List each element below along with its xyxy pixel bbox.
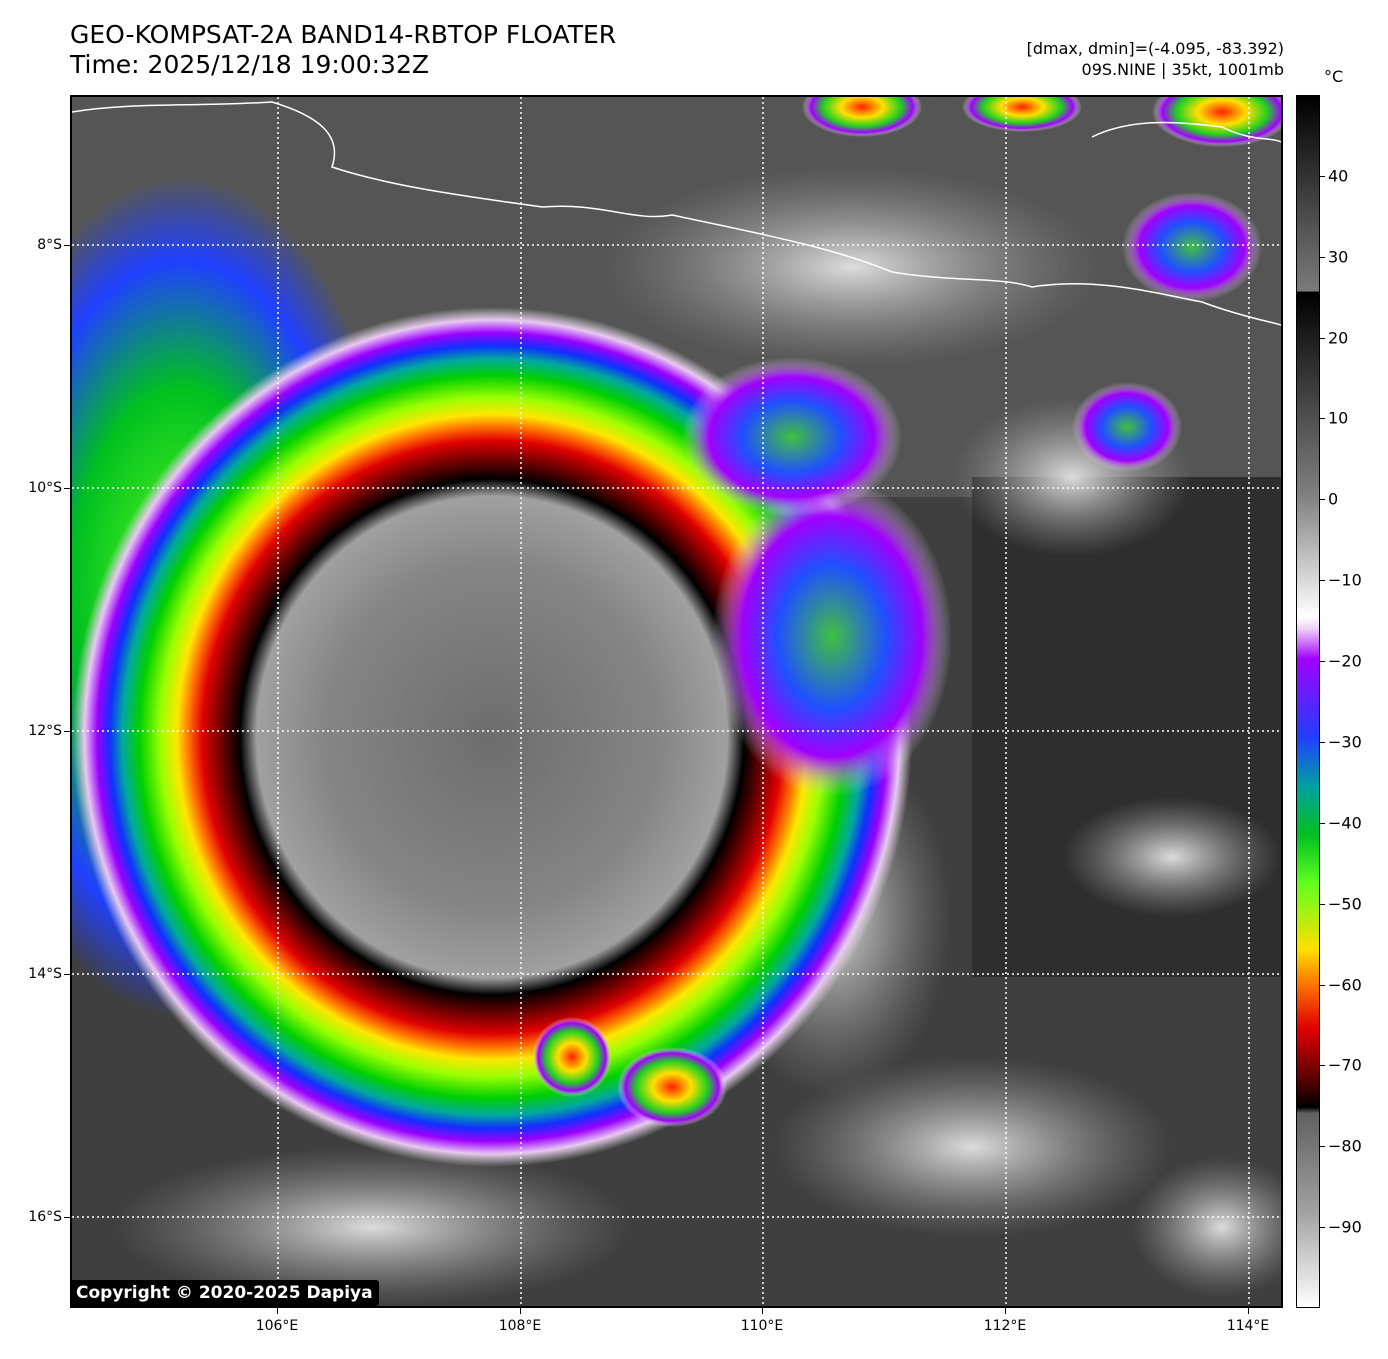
lon-tick: [1005, 1308, 1006, 1314]
colorbar-label: 40: [1328, 166, 1349, 186]
colorbar-label: 20: [1328, 328, 1349, 348]
colorbar-label: −10: [1328, 570, 1362, 590]
colorbar-label: −50: [1328, 894, 1362, 914]
colorbar-label: −30: [1328, 732, 1362, 752]
satellite-image: [70, 95, 1283, 1308]
colorbar-label: −40: [1328, 813, 1362, 833]
colorbar-tick: [1320, 1146, 1325, 1148]
lat-tick: [64, 488, 70, 489]
lat-label-8s: 8°S: [37, 237, 62, 253]
copyright-badge: Copyright © 2020-2025 Dapiya: [70, 1280, 379, 1306]
lon-label-112e: 112°E: [983, 1318, 1027, 1334]
colorbar-tick: [1320, 337, 1325, 339]
colorbar-tick: [1320, 580, 1325, 582]
colorbar-tick: [1320, 418, 1325, 420]
lon-label-110e: 110°E: [740, 1318, 784, 1334]
colorbar-label: 30: [1328, 247, 1349, 267]
lat-tick: [64, 1217, 70, 1218]
lat-label-10s: 10°S: [28, 480, 62, 496]
lon-tick: [1248, 1308, 1249, 1314]
colorbar-label: −90: [1328, 1217, 1362, 1237]
colorbar-label: −80: [1328, 1136, 1362, 1156]
colorbar-tick: [1320, 661, 1325, 663]
figure-title: GEO-KOMPSAT-2A BAND14-RBTOP FLOATER Time…: [70, 20, 616, 80]
colorbar-tick: [1320, 175, 1325, 177]
colorbar-tick: [1320, 1065, 1325, 1067]
colorbar-tick: [1320, 741, 1325, 743]
colorbar-tick: [1320, 822, 1325, 824]
lon-label-108e: 108°E: [498, 1318, 542, 1334]
colorbar-tick: [1320, 256, 1325, 258]
storm-info: [dmax, dmin]=(-4.095, -83.392) 09S.NINE …: [1027, 38, 1284, 80]
lat-tick: [64, 974, 70, 975]
colorbar-tick: [1320, 499, 1325, 501]
colorbar-label: −20: [1328, 651, 1362, 671]
lon-tick: [520, 1308, 521, 1314]
lon-label-106e: 106°E: [255, 1318, 299, 1334]
storm-name-text: 09S.NINE | 35kt, 1001mb: [1081, 60, 1284, 79]
lat-tick: [64, 731, 70, 732]
lon-tick: [277, 1308, 278, 1314]
colorbar-label: 10: [1328, 408, 1349, 428]
lat-label-16s: 16°S: [28, 1209, 62, 1225]
colorbar-label: −70: [1328, 1055, 1362, 1075]
dmax-dmin-text: [dmax, dmin]=(-4.095, -83.392): [1026, 39, 1284, 58]
lon-label-114e: 114°E: [1226, 1318, 1270, 1334]
ir-image-svg: [72, 97, 1281, 1306]
colorbar: [1296, 95, 1320, 1308]
title-satellite: GEO-KOMPSAT-2A BAND14-RBTOP FLOATER: [70, 20, 617, 49]
colorbar-label: −60: [1328, 975, 1362, 995]
lat-label-12s: 12°S: [28, 723, 62, 739]
colorbar-tick: [1320, 903, 1325, 905]
colorbar-tick: [1320, 1227, 1325, 1229]
lon-tick: [762, 1308, 763, 1314]
lat-tick: [64, 245, 70, 246]
title-time: Time: 2025/12/18 19:00:32Z: [70, 50, 429, 79]
colorbar-label: 0: [1328, 489, 1339, 509]
colorbar-tick: [1320, 984, 1325, 986]
colorbar-unit: °C: [1324, 67, 1344, 86]
lat-label-14s: 14°S: [28, 966, 62, 982]
